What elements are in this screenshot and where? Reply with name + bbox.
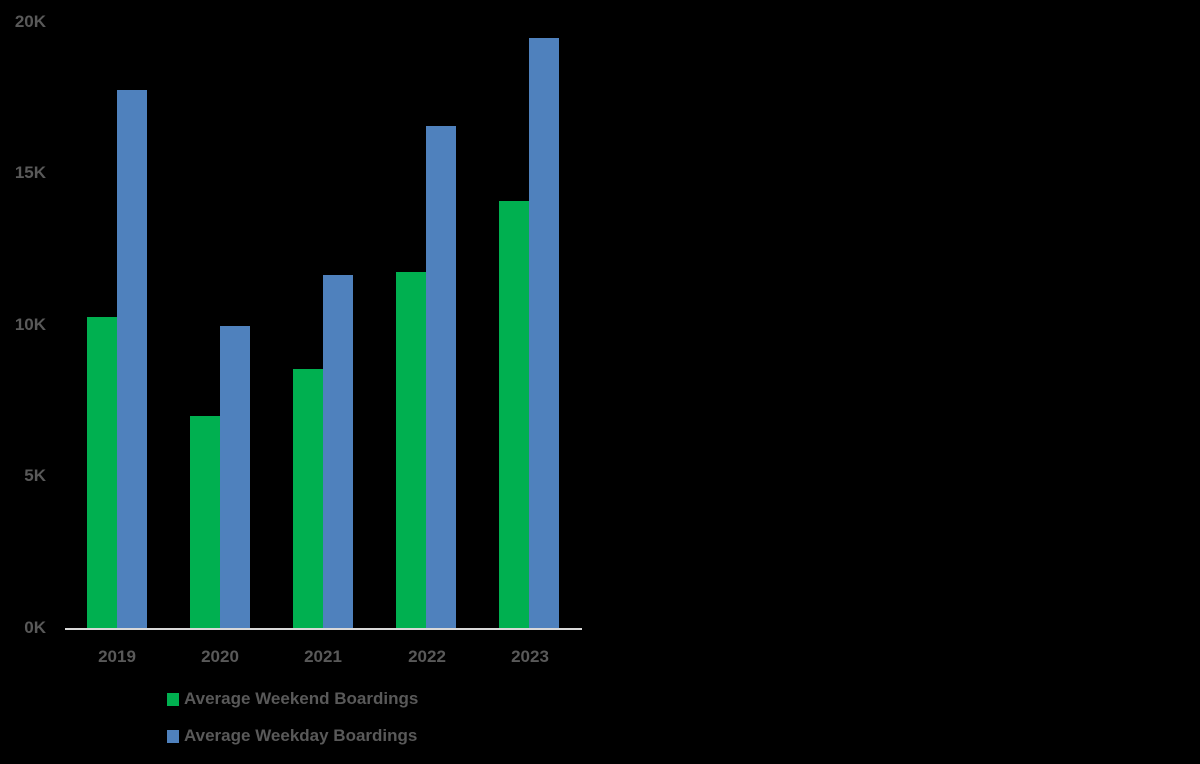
x-tick-2020: 2020	[201, 647, 239, 666]
bar-weekday-2020[interactable]	[220, 325, 250, 628]
bar-weekday-2019[interactable]	[117, 89, 147, 628]
legend-label-weekday: Average Weekday Boardings	[184, 726, 418, 745]
x-tick-2019: 2019	[98, 647, 136, 666]
legend-label-weekend: Average Weekend Boardings	[184, 689, 419, 708]
legend-swatch-weekend	[167, 692, 179, 706]
legend-swatch-weekday	[167, 729, 179, 743]
bar-weekend-2020[interactable]	[190, 415, 220, 628]
y-tick-0: 0K	[24, 618, 46, 637]
bar-weekend-2022[interactable]	[396, 271, 426, 628]
bar-weekday-2023[interactable]	[529, 38, 559, 628]
y-tick-15k: 15K	[14, 163, 46, 182]
bar-weekday-2022[interactable]	[426, 125, 456, 628]
bar-weekend-2019[interactable]	[87, 316, 117, 628]
x-tick-2022: 2022	[408, 647, 446, 666]
y-tick-5k: 5K	[24, 466, 46, 485]
bar-weekday-2021[interactable]	[323, 275, 353, 628]
bar-weekend-2021[interactable]	[293, 368, 323, 628]
legend-item-weekday[interactable]: Average Weekday Boardings	[167, 726, 417, 746]
bar-weekend-2023[interactable]	[499, 201, 529, 628]
y-tick-10k: 10K	[14, 315, 46, 334]
y-tick-20k: 20K	[14, 12, 46, 31]
x-tick-2023: 2023	[511, 647, 549, 666]
x-tick-2021: 2021	[304, 647, 342, 666]
legend-item-weekend[interactable]: Average Weekend Boardings	[167, 689, 418, 709]
x-axis-line	[65, 628, 582, 630]
